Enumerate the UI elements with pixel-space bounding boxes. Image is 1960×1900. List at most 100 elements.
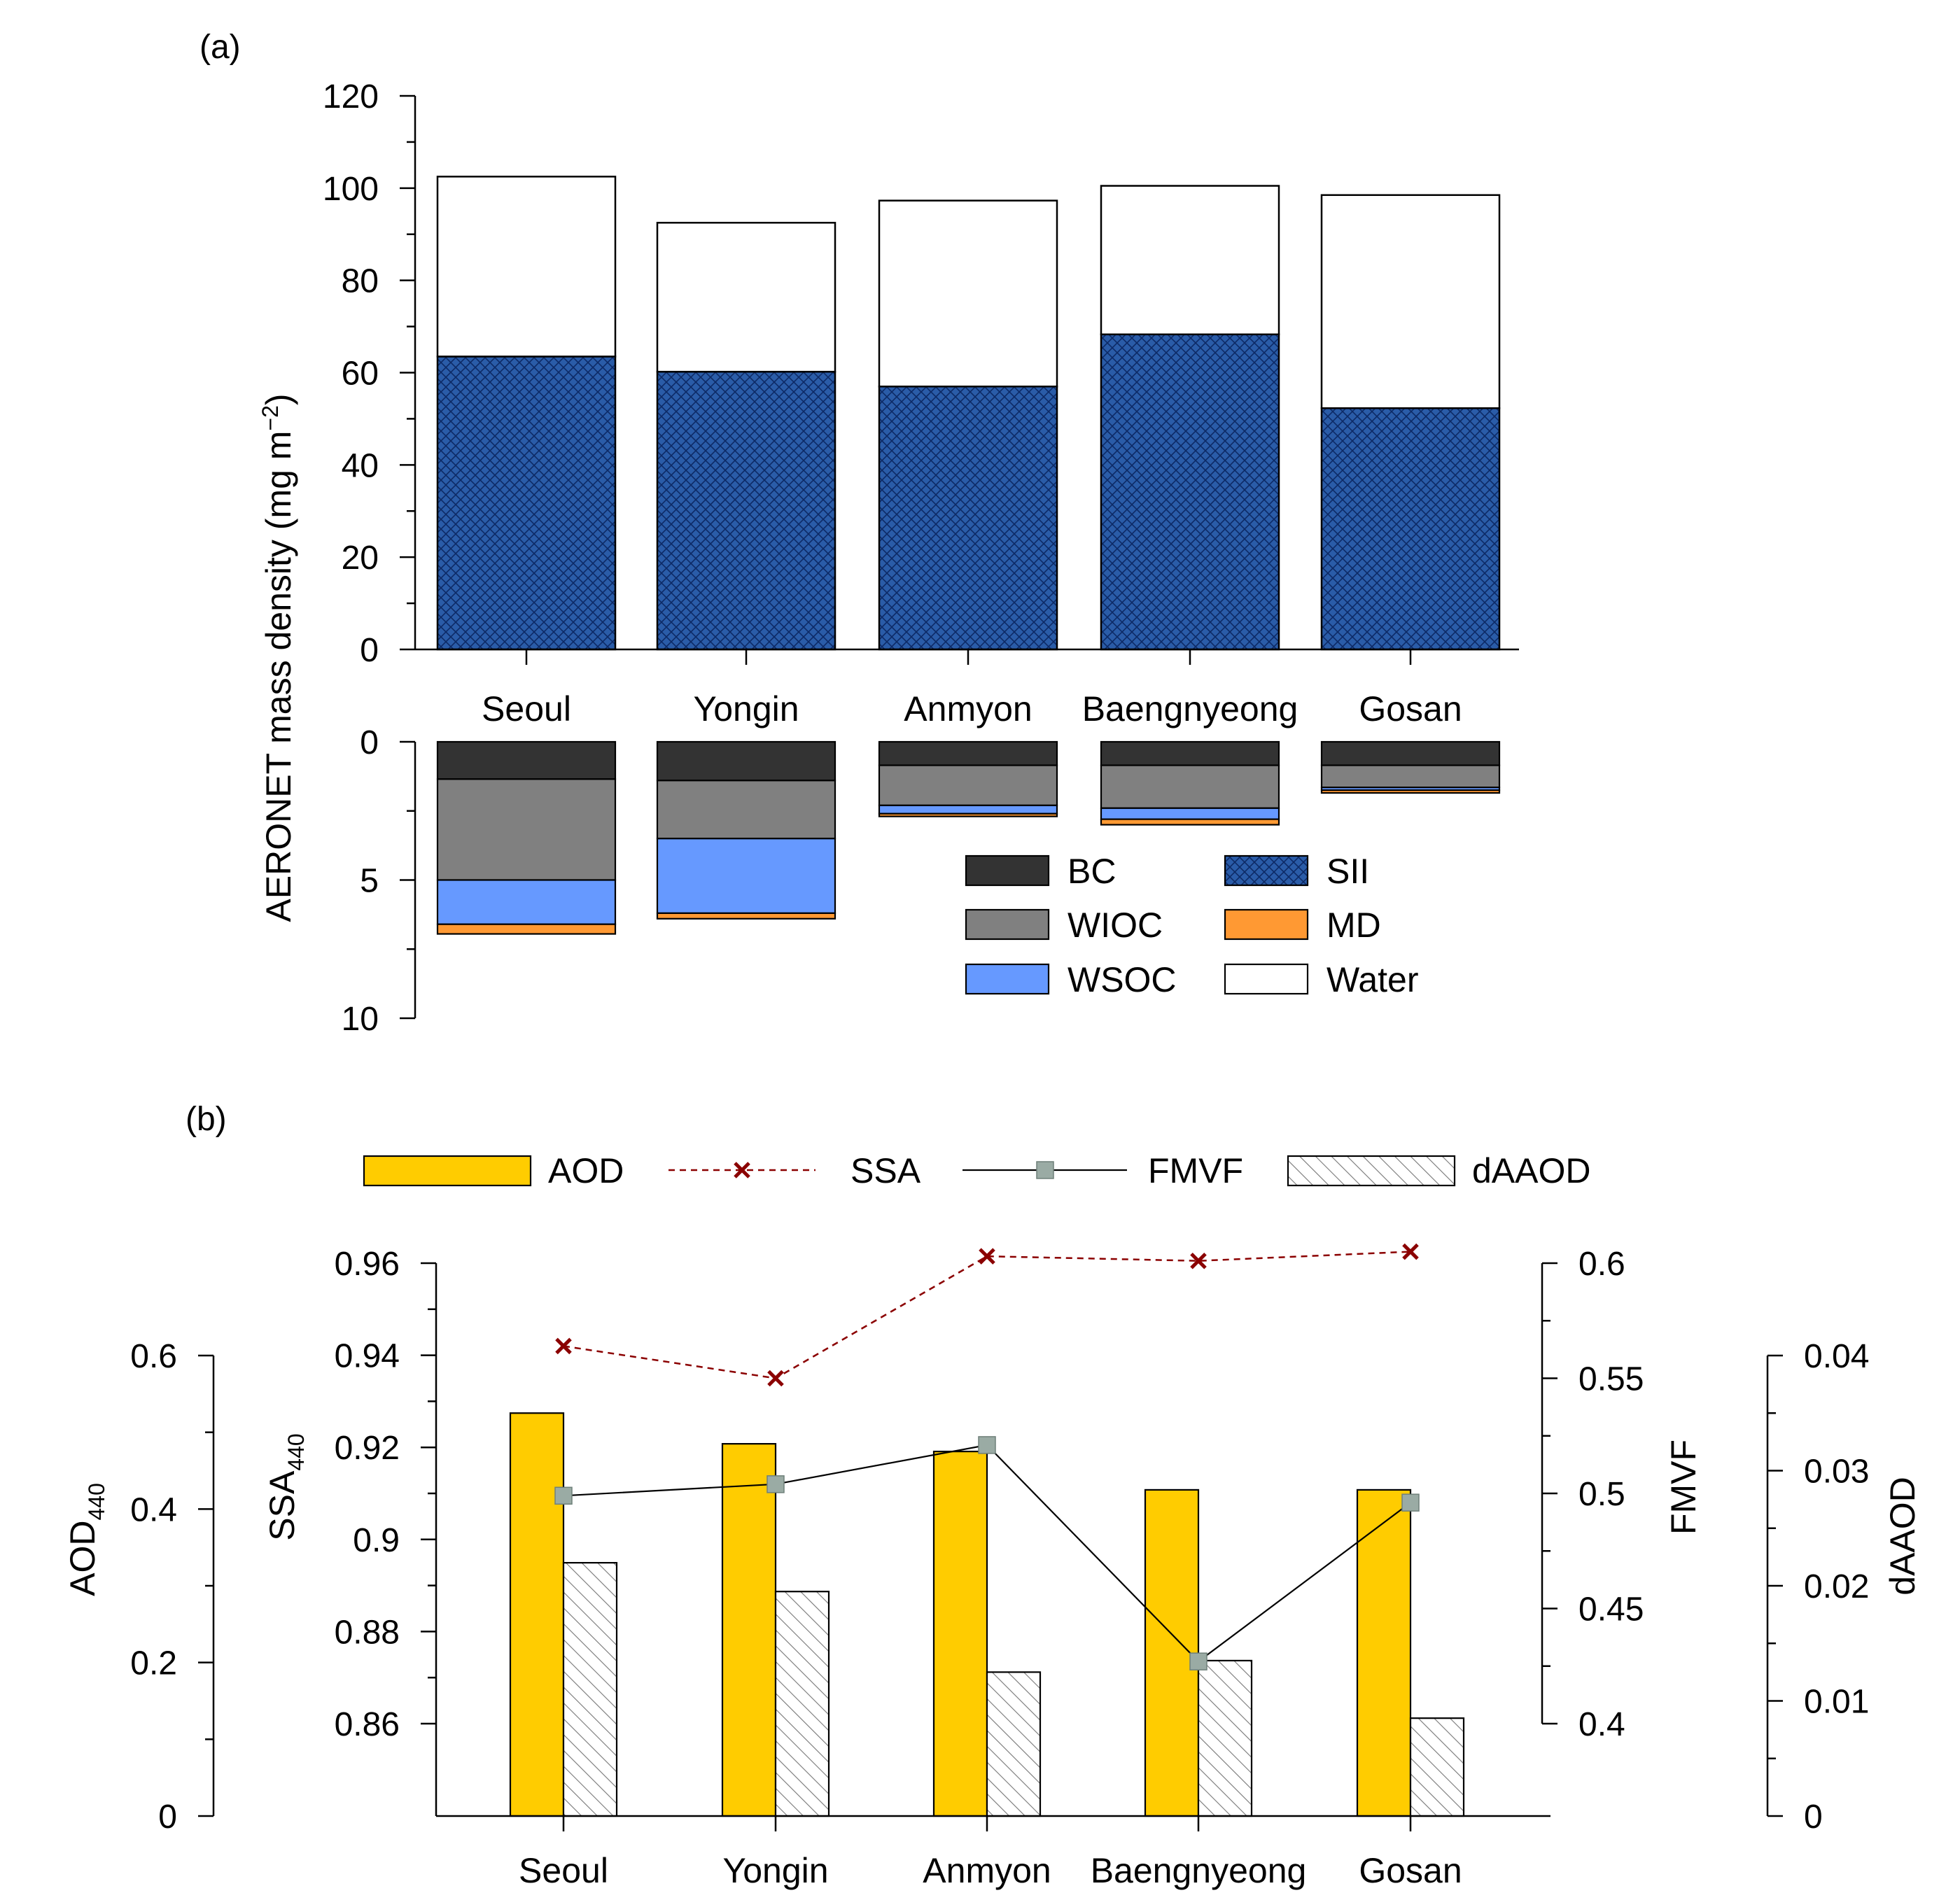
- panel-b-bars: [509, 1412, 1465, 1817]
- lower-tick-label: 10: [342, 1001, 379, 1038]
- panel-b-axes: 0 0.2 0.4 0.6 0.86 0.88 0.9 0.92 0.94 0.96 0.4 0.45…: [130, 1246, 1869, 1836]
- aod-tick-label: 0.4: [130, 1491, 177, 1528]
- upper-tick-label: 60: [342, 356, 379, 393]
- bar-sii-yongin: [656, 370, 836, 651]
- legend-marker-ssa: [734, 1162, 750, 1178]
- marker-ssa-anmyon: [979, 1248, 995, 1265]
- bar-md-baengnyeong: [1100, 818, 1280, 826]
- fmvf-tick-label: 0.5: [1578, 1476, 1625, 1513]
- bar-sii-baengnyeong: [1100, 333, 1280, 651]
- legend-swatch-wsoc: [965, 963, 1050, 995]
- daaod-tick-label: 0.02: [1804, 1568, 1869, 1605]
- panel-a-legend: BC WIOC WSOC SII MD Water: [965, 852, 1419, 999]
- marker-fmvf-baengnyeong: [1189, 1652, 1208, 1670]
- legend-label-water: Water: [1326, 960, 1419, 999]
- bar-water-yongin: [656, 222, 836, 373]
- legend-label-bc: BC: [1068, 852, 1116, 891]
- legend-label-sii: SII: [1326, 852, 1369, 891]
- ssa-tick-label: 0.86: [335, 1706, 400, 1743]
- fmvf-tick-label: 0.55: [1578, 1361, 1644, 1398]
- bar-bc-anmyon: [878, 740, 1058, 766]
- legend-label-wioc: WIOC: [1068, 906, 1163, 945]
- bar-daaod-baengnyeong: [1197, 1659, 1253, 1817]
- panel-a-y-axis-title: AERONET mass density (mg m−2): [258, 393, 298, 922]
- panel-b-label: (b): [186, 1101, 227, 1138]
- bar-water-gosan: [1320, 194, 1501, 409]
- marker-fmvf-yongin: [766, 1475, 785, 1493]
- upper-bars: [436, 176, 1501, 651]
- legend-marker-fmvf: [1036, 1161, 1054, 1179]
- marker-fmvf-seoul: [554, 1486, 573, 1505]
- panel-b: (b) AOD SSA FMVF dAAOD 0 0.2 0.4 0.6 0.86 0.88 0.…: [63, 1101, 1922, 1890]
- bar-daaod-seoul: [562, 1562, 618, 1817]
- aod-axis-title: AOD440: [63, 1483, 109, 1596]
- category-label-seoul: Seoul: [519, 1851, 608, 1890]
- panel-a-categories: Seoul Yongin Anmyon Baengnyeong Gosan: [482, 689, 1462, 729]
- bar-bc-seoul: [436, 740, 617, 780]
- legend-label-aod: AOD: [548, 1151, 624, 1190]
- category-label-baengnyeong: Baengnyeong: [1082, 689, 1298, 729]
- bar-aod-seoul: [509, 1412, 565, 1817]
- legend-swatch-aod: [363, 1155, 532, 1187]
- bar-daaod-anmyon: [986, 1671, 1042, 1817]
- upper-tick-label: 100: [323, 171, 379, 208]
- bar-wioc-baengnyeong: [1100, 764, 1280, 809]
- bar-bc-gosan: [1320, 740, 1501, 766]
- ssa-tick-label: 0.94: [335, 1338, 400, 1375]
- legend-swatch-water: [1224, 963, 1309, 995]
- fmvf-tick-label: 0.4: [1578, 1706, 1625, 1743]
- bar-water-anmyon: [878, 199, 1058, 388]
- bar-water-baengnyeong: [1100, 185, 1280, 336]
- daaod-tick-label: 0: [1804, 1799, 1823, 1836]
- category-label-gosan: Gosan: [1359, 1851, 1462, 1890]
- fmvf-tick-label: 0.6: [1578, 1246, 1625, 1283]
- legend-label-ssa: SSA: [850, 1151, 921, 1190]
- panel-b-legend: AOD SSA FMVF dAAOD: [363, 1151, 1591, 1190]
- bar-sii-gosan: [1320, 407, 1501, 651]
- line-ssa: [563, 1251, 1411, 1379]
- bar-wioc-seoul: [436, 778, 617, 881]
- fmvf-tick-label: 0.45: [1578, 1591, 1644, 1628]
- upper-tick-label: 20: [342, 540, 379, 577]
- category-label-seoul: Seoul: [482, 689, 571, 729]
- bar-aod-gosan: [1356, 1489, 1412, 1817]
- bar-md-yongin: [656, 912, 836, 920]
- panel-a-axes: 0 20 40 60 80 100 120 0 5 10: [323, 78, 1519, 1038]
- bar-wsoc-anmyon: [878, 804, 1058, 815]
- bar-aod-yongin: [721, 1443, 777, 1817]
- marker-ssa-gosan: [1402, 1243, 1419, 1260]
- lower-tick-label: 0: [360, 724, 379, 761]
- panel-b-lines: [554, 1243, 1420, 1670]
- bar-daaod-yongin: [774, 1591, 830, 1817]
- panel-a-label: (a): [200, 29, 241, 66]
- category-label-yongin: Yongin: [693, 689, 799, 729]
- category-label-anmyon: Anmyon: [904, 689, 1032, 729]
- lower-bars: [436, 740, 1501, 935]
- bar-bc-yongin: [656, 740, 836, 782]
- legend-swatch-daaod: [1287, 1155, 1456, 1187]
- bar-wioc-anmyon: [878, 764, 1058, 806]
- bar-daaod-gosan: [1409, 1717, 1465, 1817]
- legend-label-fmvf: FMVF: [1148, 1151, 1243, 1190]
- bar-wioc-gosan: [1320, 764, 1501, 789]
- ssa-tick-label: 0.92: [335, 1430, 400, 1467]
- legend-swatch-sii: [1224, 854, 1309, 887]
- ssa-tick-label: 0.9: [353, 1522, 400, 1559]
- bar-aod-anmyon: [932, 1450, 988, 1817]
- bar-sii-seoul: [436, 356, 617, 651]
- legend-swatch-wioc: [965, 908, 1050, 941]
- bar-bc-baengnyeong: [1100, 740, 1280, 766]
- bar-wsoc-yongin: [656, 838, 836, 915]
- daaod-tick-label: 0.03: [1804, 1454, 1869, 1491]
- bar-md-seoul: [436, 923, 617, 935]
- fmvf-axis-title: FMVF: [1664, 1440, 1703, 1535]
- legend-swatch-bc: [965, 854, 1050, 887]
- aod-tick-label: 0.6: [130, 1338, 177, 1375]
- marker-fmvf-anmyon: [978, 1436, 996, 1454]
- marker-ssa-baengnyeong: [1190, 1252, 1207, 1269]
- legend-label-wsoc: WSOC: [1068, 960, 1177, 999]
- bar-sii-anmyon: [878, 386, 1058, 651]
- bar-wsoc-baengnyeong: [1100, 807, 1280, 820]
- legend-label-md: MD: [1326, 906, 1381, 945]
